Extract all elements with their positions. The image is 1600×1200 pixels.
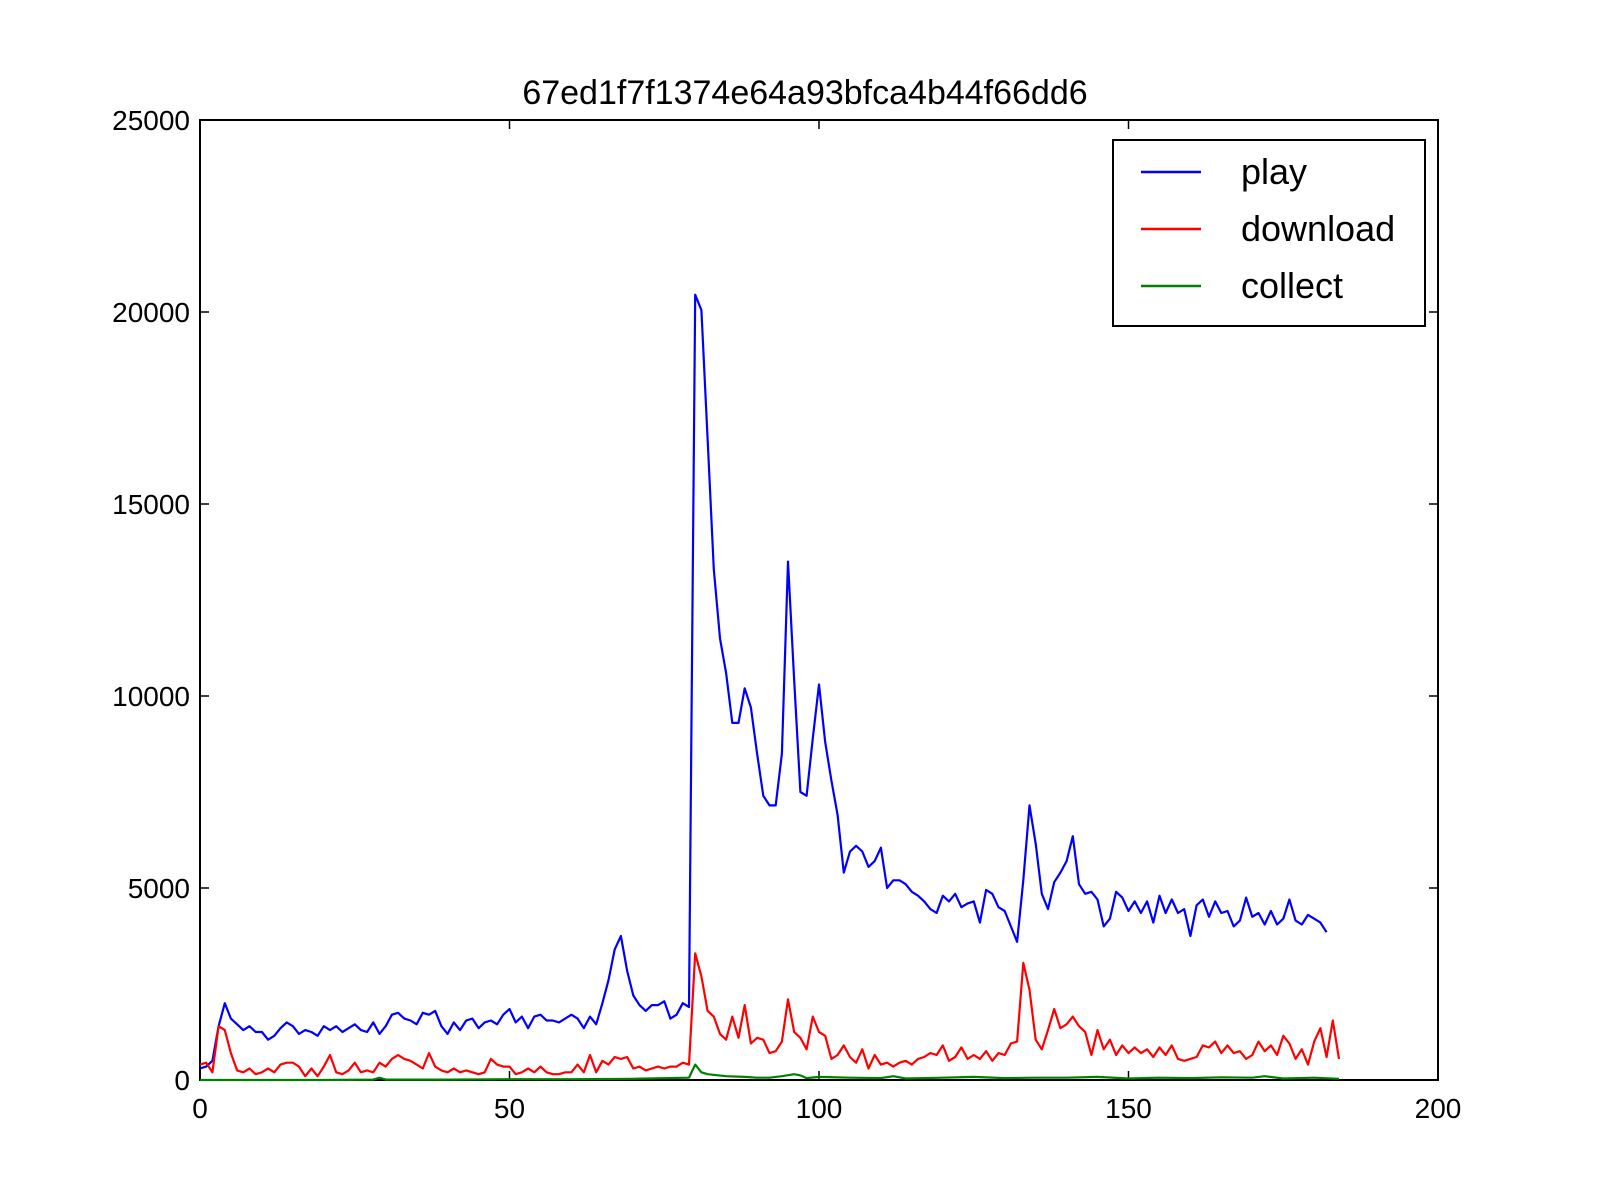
- series-line-collect: [200, 1063, 1340, 1082]
- x-tick-label: 200: [1415, 1093, 1462, 1124]
- y-axis: 0 5000 10000 15000 20000 25000: [112, 105, 1438, 1096]
- x-tick-label: 0: [192, 1093, 208, 1124]
- x-tick-label: 50: [494, 1093, 525, 1124]
- series-line-download: [199, 952, 1341, 1078]
- series-layer: [199, 293, 1341, 1082]
- y-tick-label: 20000: [112, 297, 190, 328]
- legend-label-download: download: [1241, 208, 1395, 249]
- y-tick-label: 0: [174, 1065, 190, 1096]
- x-axis: 0 50 100 150 200: [192, 120, 1461, 1124]
- y-tick-label: 25000: [112, 105, 190, 136]
- series-line-play: [199, 293, 1328, 1070]
- chart-title: 67ed1f7f1374e64a93bfca4b44f66dd6: [522, 74, 1087, 112]
- legend: play download collect: [1112, 139, 1426, 327]
- y-tick-label: 15000: [112, 489, 190, 520]
- x-tick-label: 100: [796, 1093, 843, 1124]
- legend-label-play: play: [1241, 151, 1307, 192]
- legend-label-collect: collect: [1241, 265, 1343, 306]
- y-tick-label: 10000: [112, 681, 190, 712]
- x-tick-label: 150: [1105, 1093, 1152, 1124]
- y-tick-label: 5000: [128, 873, 190, 904]
